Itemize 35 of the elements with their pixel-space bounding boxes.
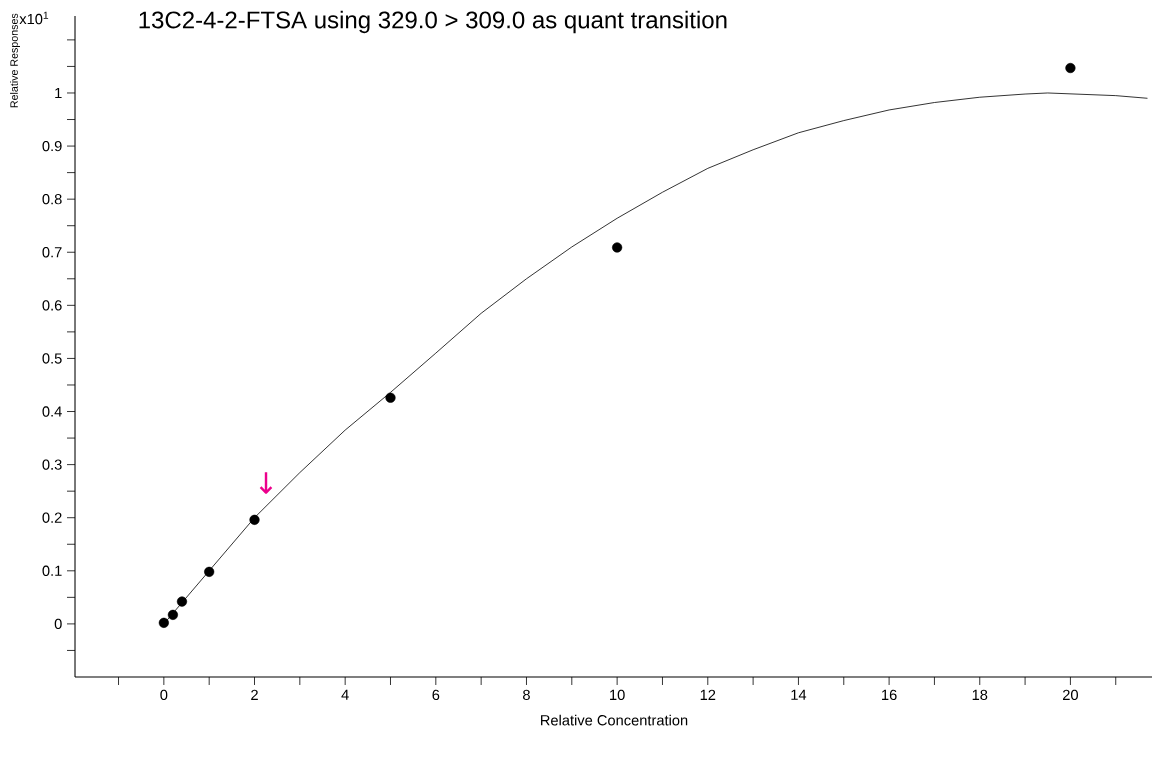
point xyxy=(167,609,178,620)
x-tick-label: 4 xyxy=(341,689,349,700)
point xyxy=(176,596,188,607)
point xyxy=(158,617,169,628)
y-tick-label: 0.8 xyxy=(42,193,62,205)
y-tick-label: 0.5 xyxy=(42,353,62,364)
y-tick-label: 0.1 xyxy=(42,565,62,576)
y-tick-label: 0.7 xyxy=(42,247,62,258)
x-tick-label: 8 xyxy=(523,689,530,701)
x-tick-label: 2 xyxy=(251,689,258,700)
text: x10$^{1}$ xyxy=(19,11,49,25)
point xyxy=(385,392,396,403)
x-tick-label: 12 xyxy=(700,689,716,700)
x-axis-title: Relative Concentration xyxy=(541,714,688,726)
y-tick-label: 1 xyxy=(55,87,62,99)
y-tick-label: 0.4 xyxy=(42,406,62,417)
point xyxy=(612,242,623,253)
y-tick-label: 0.9 xyxy=(42,140,62,152)
y-tick-label: 0.6 xyxy=(42,300,62,311)
y-tick-label: 0.2 xyxy=(42,512,62,523)
x-tick-label: 18 xyxy=(972,689,988,701)
point xyxy=(204,566,215,577)
x-tick-label: 10 xyxy=(610,689,625,701)
x-tick-label: 20 xyxy=(1062,689,1078,701)
point xyxy=(249,514,260,525)
x-tick-label: 6 xyxy=(432,689,440,701)
point xyxy=(1065,62,1076,74)
x-tick-label: 0 xyxy=(160,689,168,701)
annotation: ↓ xyxy=(259,472,273,494)
y-axis-title: Relative Responses xyxy=(10,13,20,108)
chart-title: 13C2-4-2-FTSA using 329.0 > 309.0 as quant transition xyxy=(139,10,727,34)
x-tick-label: 14 xyxy=(791,689,807,700)
y-tick-label: 0 xyxy=(54,618,62,630)
y-tick-label: 0.3 xyxy=(42,459,62,470)
x-tick-label: 16 xyxy=(882,689,897,701)
